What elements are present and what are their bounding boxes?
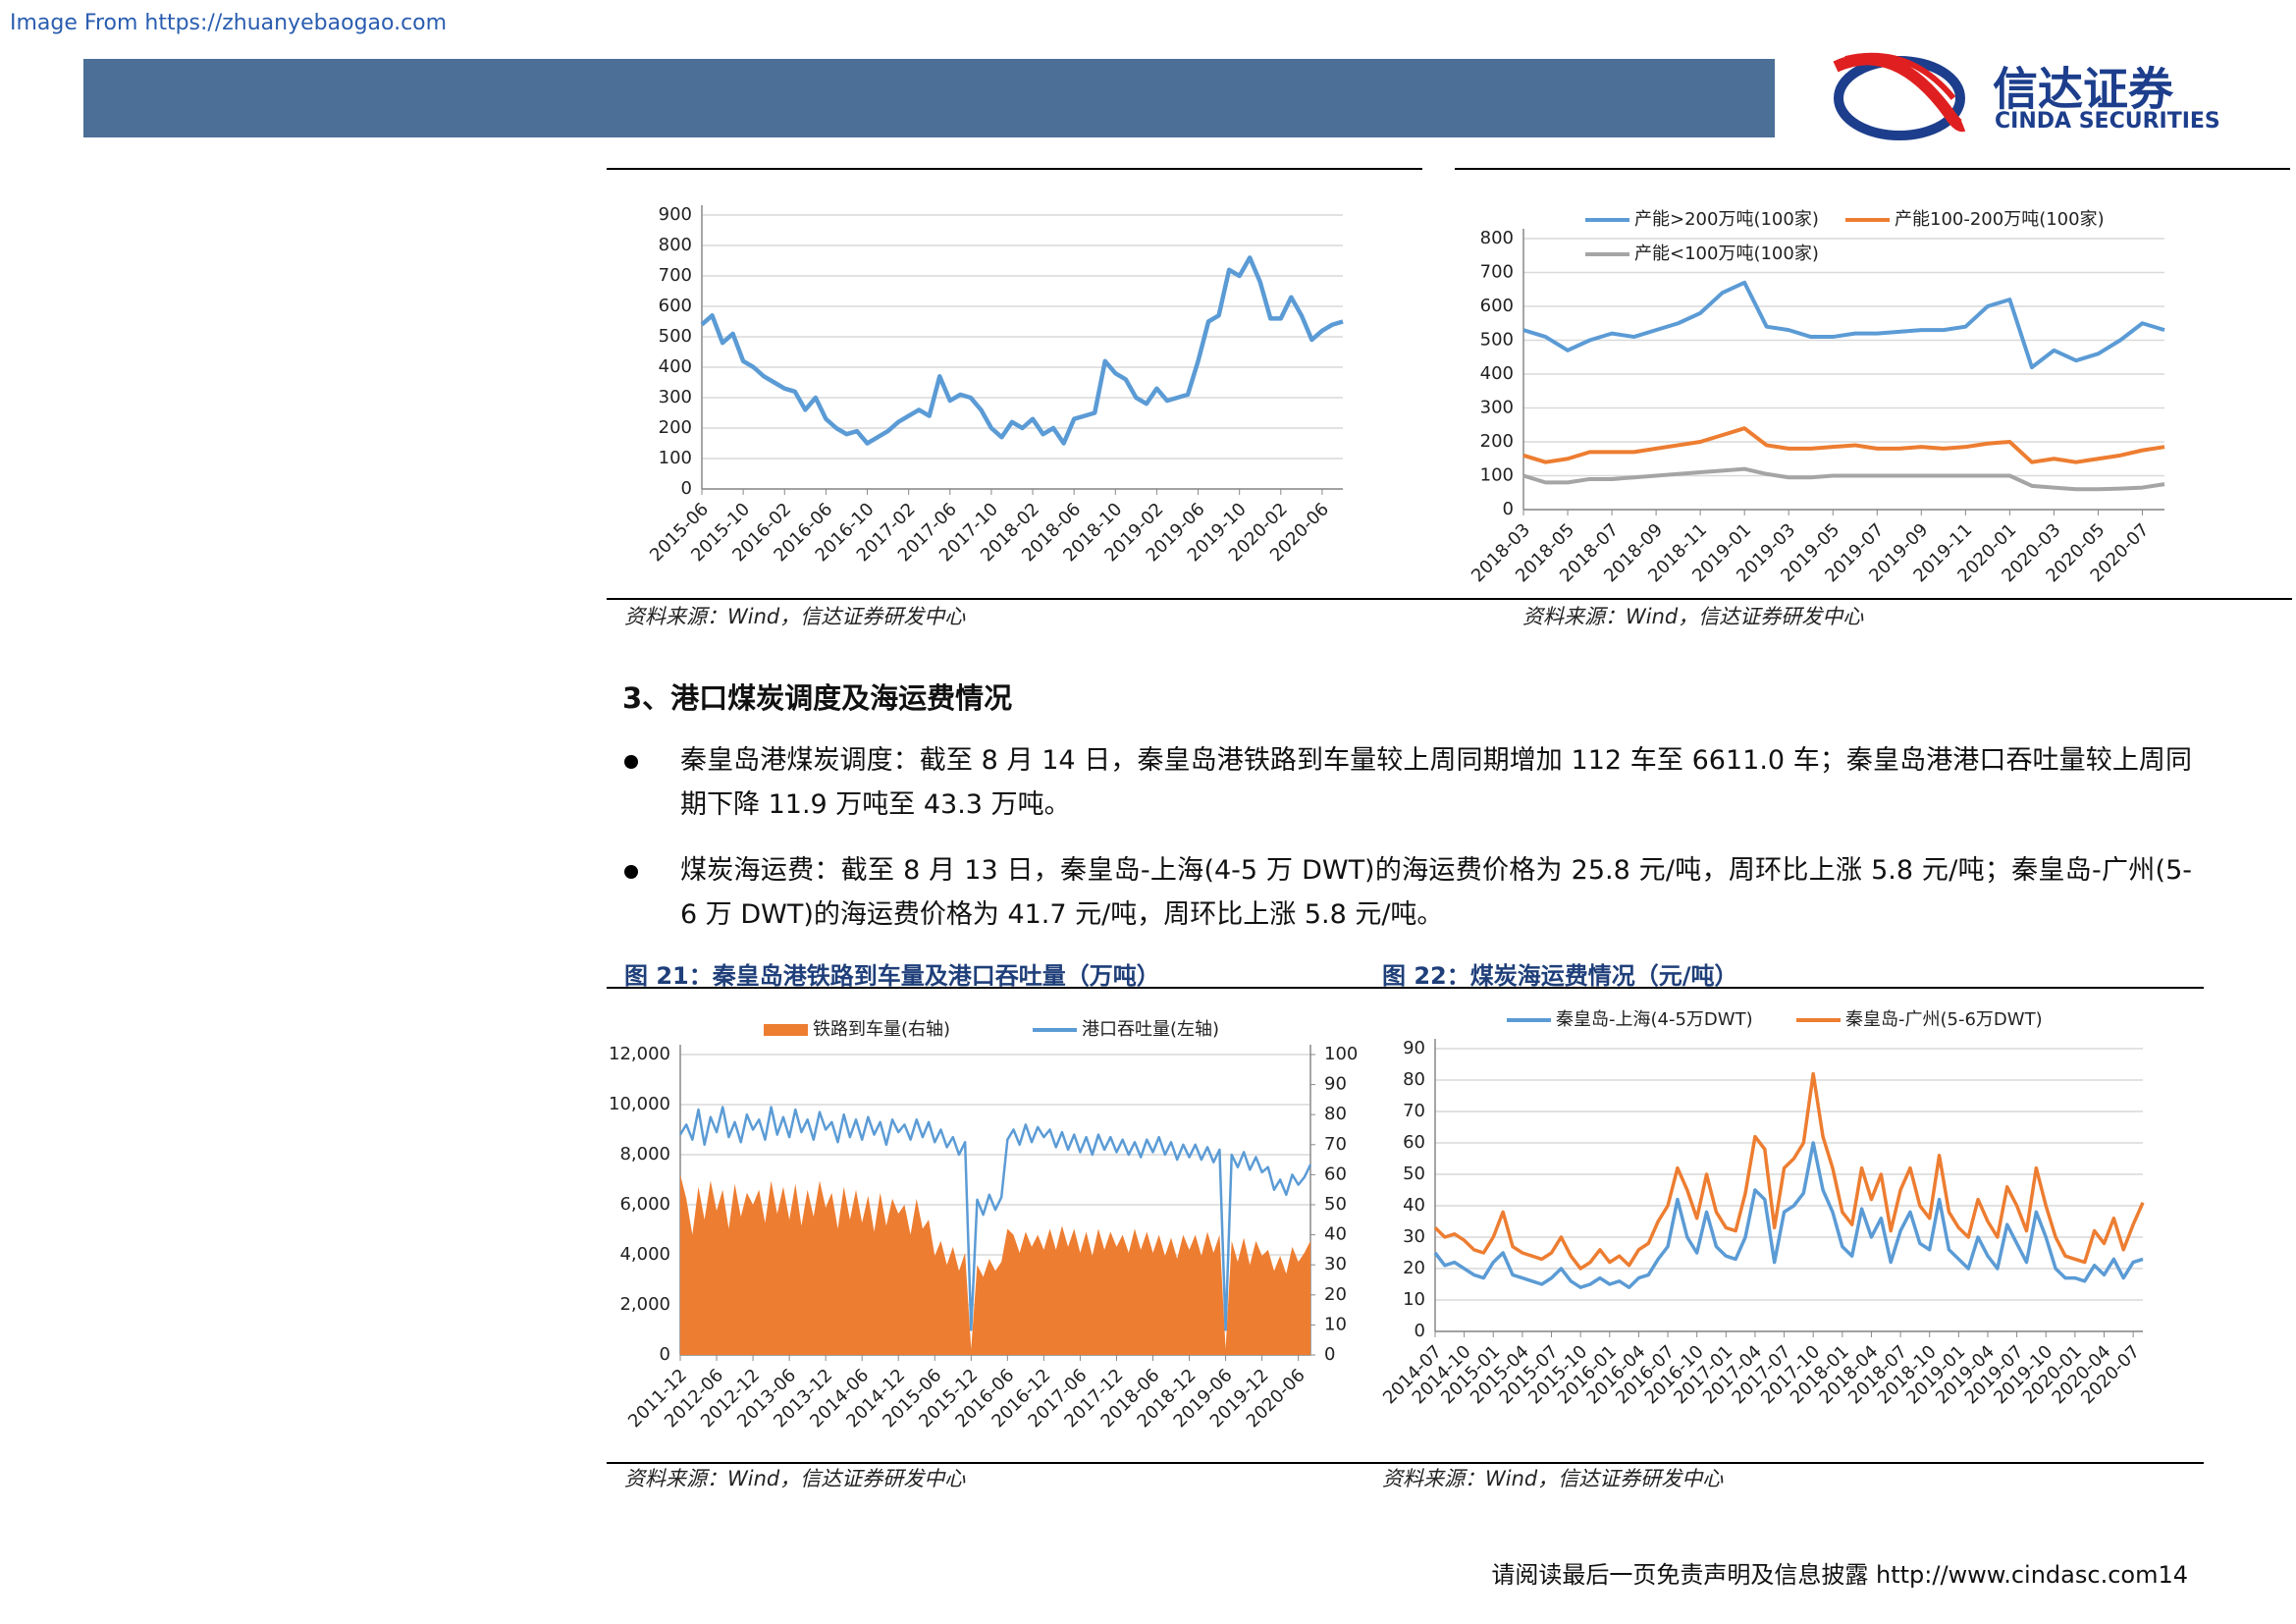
y-tick-label: 200 <box>1480 431 1514 452</box>
footer-url: http://www.cindasc.com <box>1876 1561 2159 1589</box>
y-tick-label: 0 <box>1503 499 1514 519</box>
y-tick-label: 40 <box>1403 1195 1425 1216</box>
header-bar <box>83 59 1775 137</box>
y-tick-label: 6,000 <box>619 1194 670 1215</box>
y-tick-label: 0 <box>660 1344 670 1365</box>
y-tick-label: 900 <box>659 204 692 225</box>
y-tick-label: 10 <box>1403 1289 1425 1310</box>
y-tick-label: 2,000 <box>619 1294 670 1315</box>
y-tick-label: 400 <box>1480 363 1514 384</box>
watermark: Image From https://zhuanyebaogao.com <box>10 11 447 35</box>
source: 资料来源：Wind，信达证券研发中心 <box>1522 605 1864 628</box>
legend-label: 铁路到车量(右轴) <box>813 1019 950 1040</box>
series-line <box>678 1106 1312 1331</box>
y2-tick-label: 70 <box>1324 1134 1347 1155</box>
y2-tick-label: 10 <box>1324 1314 1347 1334</box>
y2-tick-label: 60 <box>1324 1164 1347 1184</box>
footer: 请阅读最后一页免责声明及信息披露 http://www.cindasc.com1… <box>1491 1555 2188 1590</box>
source: 资料来源：Wind，信达证券研发中心 <box>624 605 966 628</box>
y-tick-label: 30 <box>1403 1226 1425 1247</box>
y-tick-label: 700 <box>1480 262 1514 283</box>
y2-tick-label: 100 <box>1324 1044 1358 1064</box>
y-tick-label: 600 <box>1480 296 1514 316</box>
y-tick-label: 800 <box>659 235 692 255</box>
bullet-text: 煤炭海运费：截至 8 月 13 日，秦皇岛-上海(4-5 万 DWT)的海运费价… <box>680 855 2192 930</box>
rules <box>607 168 2292 1464</box>
series-line <box>1433 1141 2144 1289</box>
logo-mark <box>1833 52 1966 140</box>
legend-label: 港口吞吐量(左轴) <box>1082 1019 1219 1040</box>
bullet-dot <box>624 865 638 879</box>
series-line <box>700 255 1344 446</box>
y-tick-label: 300 <box>1480 398 1514 418</box>
logo-name-en: CINDA SECURITIES <box>1995 109 2220 134</box>
y2-tick-label: 0 <box>1324 1344 1335 1365</box>
legend-label: 秦皇岛-上海(4-5万DWT) <box>1556 1009 1753 1030</box>
y2-tick-label: 80 <box>1324 1104 1347 1124</box>
y2-tick-label: 30 <box>1324 1254 1347 1274</box>
y-tick-label: 50 <box>1403 1164 1425 1184</box>
series-line <box>1522 466 2165 492</box>
y-tick-label: 0 <box>681 478 692 499</box>
y-tick-label: 400 <box>659 356 692 377</box>
bullet-text: 秦皇岛港煤炭调度：截至 8 月 14 日，秦皇岛港铁路到车量较上周同期增加 11… <box>680 745 2192 820</box>
series-line <box>1522 280 2165 370</box>
y-tick-label: 300 <box>659 387 692 407</box>
legend-label: 秦皇岛-广州(5-6万DWT) <box>1845 1009 2043 1030</box>
y-tick-label: 4,000 <box>619 1244 670 1265</box>
y-tick-label: 600 <box>659 296 692 316</box>
series-line <box>1433 1071 2145 1271</box>
figure-title: 图 22：煤炭海运费情况（元/吨） <box>1382 962 1738 990</box>
y2-tick-label: 40 <box>1324 1224 1347 1245</box>
series-area <box>680 1174 1310 1355</box>
source: 资料来源：Wind，信达证券研发中心 <box>1382 1467 1724 1490</box>
legend-label: 产能>200万吨(100家) <box>1634 209 1819 230</box>
legend-label: 产能100-200万吨(100家) <box>1895 209 2105 230</box>
y-tick-label: 500 <box>659 326 692 347</box>
legend-label: 产能<100万吨(100家) <box>1634 244 1819 264</box>
y-tick-label: 500 <box>1480 330 1514 351</box>
y-tick-label: 20 <box>1403 1258 1425 1278</box>
y-tick-label: 100 <box>1480 465 1514 486</box>
figure-title: 图 21：秦皇岛港铁路到车量及港口吞吐量（万吨） <box>624 962 1160 990</box>
y-tick-label: 0 <box>1415 1321 1425 1341</box>
y-tick-label: 200 <box>659 417 692 438</box>
y-tick-label: 90 <box>1403 1038 1425 1058</box>
y-tick-label: 12,000 <box>609 1044 670 1064</box>
y-tick-label: 100 <box>659 448 692 468</box>
y-tick-label: 800 <box>1480 228 1514 248</box>
bullet-dot <box>624 755 638 769</box>
y2-tick-label: 20 <box>1324 1284 1347 1305</box>
logo-name-cn: 信达证券 <box>1993 63 2174 116</box>
y2-tick-label: 90 <box>1324 1074 1347 1095</box>
series-line <box>1522 426 2165 464</box>
y-tick-label: 60 <box>1403 1132 1425 1153</box>
section-heading: 3、港口煤炭调度及海运费情况 <box>622 681 1013 715</box>
y-tick-label: 80 <box>1403 1069 1425 1090</box>
legend-swatch <box>764 1024 808 1036</box>
page-number: 14 <box>2158 1561 2188 1589</box>
y-tick-label: 10,000 <box>609 1094 670 1114</box>
y-tick-label: 8,000 <box>619 1144 670 1164</box>
footer-disclaimer: 请阅读最后一页免责声明及信息披露 <box>1491 1561 1869 1589</box>
y-tick-label: 70 <box>1403 1101 1425 1121</box>
y2-tick-label: 50 <box>1324 1194 1347 1215</box>
y-tick-label: 700 <box>659 265 692 286</box>
source: 资料来源：Wind，信达证券研发中心 <box>624 1467 966 1490</box>
